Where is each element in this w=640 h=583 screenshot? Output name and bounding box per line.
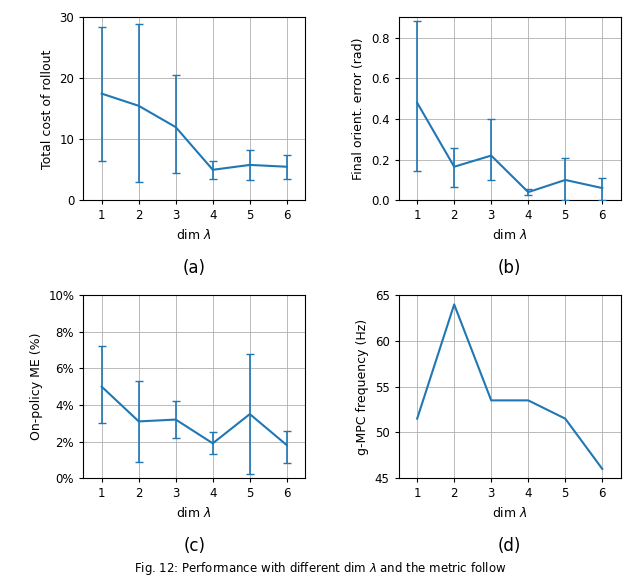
X-axis label: dim $\lambda$: dim $\lambda$ [492,505,527,519]
Text: (c): (c) [183,536,205,554]
Y-axis label: g-MPC frequency (Hz): g-MPC frequency (Hz) [356,319,369,455]
X-axis label: dim $\lambda$: dim $\lambda$ [492,228,527,242]
Y-axis label: Final orient. error (rad): Final orient. error (rad) [353,38,365,180]
Text: (a): (a) [183,259,206,277]
Text: Fig. 12: Performance with different dim $\lambda$ and the metric follow: Fig. 12: Performance with different dim … [134,560,506,577]
Text: (b): (b) [498,259,522,277]
X-axis label: dim $\lambda$: dim $\lambda$ [177,228,212,242]
Y-axis label: On-policy ME (%): On-policy ME (%) [29,333,43,440]
X-axis label: dim $\lambda$: dim $\lambda$ [177,505,212,519]
Y-axis label: Total cost of rollout: Total cost of rollout [41,49,54,168]
Text: (d): (d) [498,536,522,554]
